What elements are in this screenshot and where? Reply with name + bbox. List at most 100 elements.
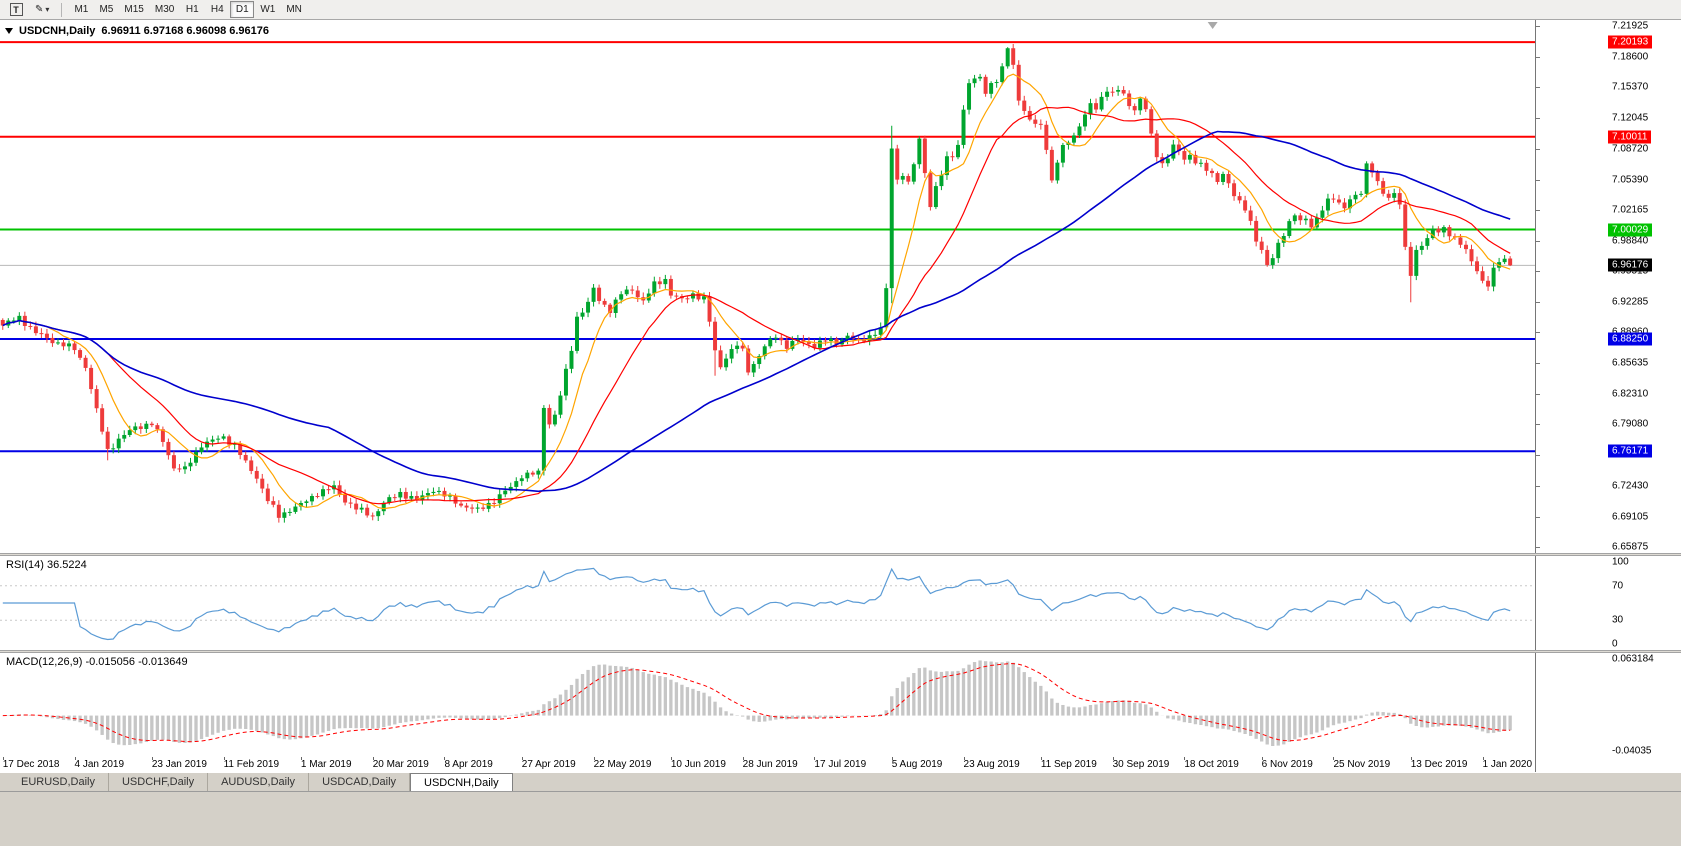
candle[interactable] <box>287 508 292 516</box>
candle[interactable] <box>243 451 248 463</box>
draw-tool-button[interactable]: ✎ ▾ <box>30 1 54 18</box>
candle[interactable] <box>1005 47 1010 69</box>
candle[interactable] <box>1149 106 1154 137</box>
candle[interactable] <box>1314 213 1319 231</box>
candle[interactable] <box>271 496 276 508</box>
candle[interactable] <box>884 283 889 330</box>
candle[interactable] <box>1287 218 1292 239</box>
candle[interactable] <box>1270 254 1275 269</box>
candle[interactable] <box>900 172 905 185</box>
candle[interactable] <box>414 491 419 504</box>
candle[interactable] <box>751 361 756 377</box>
candle[interactable] <box>779 333 784 346</box>
rsi-scale[interactable]: 100 70 30 0 <box>1535 556 1681 650</box>
candle[interactable] <box>597 284 602 305</box>
candle[interactable] <box>1099 92 1104 112</box>
candle[interactable] <box>1298 212 1303 225</box>
macd-scale[interactable]: 0.063184 -0.04035 <box>1535 653 1681 757</box>
candle[interactable] <box>729 344 734 364</box>
candle[interactable] <box>845 332 850 345</box>
candle[interactable] <box>155 423 160 433</box>
timeframe-button-w1[interactable]: W1 <box>255 1 280 18</box>
candle[interactable] <box>1303 215 1308 225</box>
candle[interactable] <box>227 434 232 449</box>
candle[interactable] <box>1221 171 1226 186</box>
candle[interactable] <box>773 334 778 343</box>
candle[interactable] <box>144 420 149 433</box>
candle[interactable] <box>1502 255 1507 265</box>
chart-shift-marker-icon[interactable] <box>1207 22 1218 29</box>
chart-tab-usdchf[interactable]: USDCHF,Daily <box>109 773 209 791</box>
candle[interactable] <box>72 341 77 355</box>
candle[interactable] <box>746 345 751 376</box>
timeframe-button-m15[interactable]: M15 <box>119 1 148 18</box>
candle[interactable] <box>448 492 452 502</box>
candle[interactable] <box>956 140 960 160</box>
candle[interactable] <box>100 403 105 435</box>
panel-separator[interactable] <box>0 553 1681 556</box>
candle[interactable] <box>194 447 199 466</box>
candle[interactable] <box>1044 120 1049 155</box>
candle[interactable] <box>663 274 668 289</box>
candle[interactable] <box>563 364 568 401</box>
candle[interactable] <box>67 340 72 352</box>
candle[interactable] <box>547 404 552 429</box>
candle[interactable] <box>1033 114 1038 128</box>
candle[interactable] <box>1480 266 1485 284</box>
candle[interactable] <box>1132 103 1137 116</box>
candle[interactable] <box>823 337 828 346</box>
candle[interactable] <box>470 504 475 514</box>
candle[interactable] <box>1386 189 1391 201</box>
candle[interactable] <box>249 456 254 475</box>
candle[interactable] <box>1463 240 1468 254</box>
candle[interactable] <box>1325 193 1330 216</box>
candle[interactable] <box>668 275 673 299</box>
candle[interactable] <box>166 438 171 460</box>
candle[interactable] <box>1447 224 1452 241</box>
candle[interactable] <box>591 283 596 307</box>
candle[interactable] <box>1027 106 1032 122</box>
candle[interactable] <box>1425 234 1430 250</box>
candle[interactable] <box>1049 146 1054 183</box>
candle[interactable] <box>961 105 966 149</box>
candle[interactable] <box>133 422 138 435</box>
candle[interactable] <box>78 348 83 361</box>
candle[interactable] <box>1171 139 1176 161</box>
candle[interactable] <box>525 470 530 482</box>
candle[interactable] <box>972 74 977 88</box>
candle[interactable] <box>713 317 718 376</box>
candle[interactable] <box>260 473 265 494</box>
timeframe-button-d1[interactable]: D1 <box>230 1 255 18</box>
candle[interactable] <box>1176 139 1181 156</box>
candle[interactable] <box>1248 205 1253 226</box>
candle[interactable] <box>210 435 215 447</box>
candle[interactable] <box>177 464 182 473</box>
candle[interactable] <box>1105 86 1110 101</box>
candle[interactable] <box>922 135 927 178</box>
chart-tab-audusd[interactable]: AUDUSD,Daily <box>208 773 310 791</box>
one-click-trading-icon[interactable] <box>5 28 13 34</box>
candle[interactable] <box>1038 119 1043 130</box>
candle[interactable] <box>61 338 66 351</box>
candle[interactable] <box>83 355 88 372</box>
candle[interactable] <box>315 492 320 499</box>
candle[interactable] <box>530 470 535 477</box>
candle[interactable] <box>216 435 221 444</box>
candle[interactable] <box>464 502 469 512</box>
candle[interactable] <box>1209 168 1214 178</box>
candle[interactable] <box>685 296 690 304</box>
candle[interactable] <box>552 410 557 427</box>
candle[interactable] <box>343 489 348 506</box>
candle[interactable] <box>116 433 121 454</box>
candle[interactable] <box>359 503 364 513</box>
candle[interactable] <box>17 312 22 326</box>
candle[interactable] <box>1508 256 1513 267</box>
candle[interactable] <box>575 311 579 354</box>
timeframe-button-h4[interactable]: H4 <box>205 1 229 18</box>
candle[interactable] <box>541 405 546 476</box>
candle[interactable] <box>304 499 309 508</box>
candle[interactable] <box>55 338 60 345</box>
candle[interactable] <box>895 144 900 185</box>
candle[interactable] <box>978 73 983 82</box>
candle[interactable] <box>657 276 662 289</box>
